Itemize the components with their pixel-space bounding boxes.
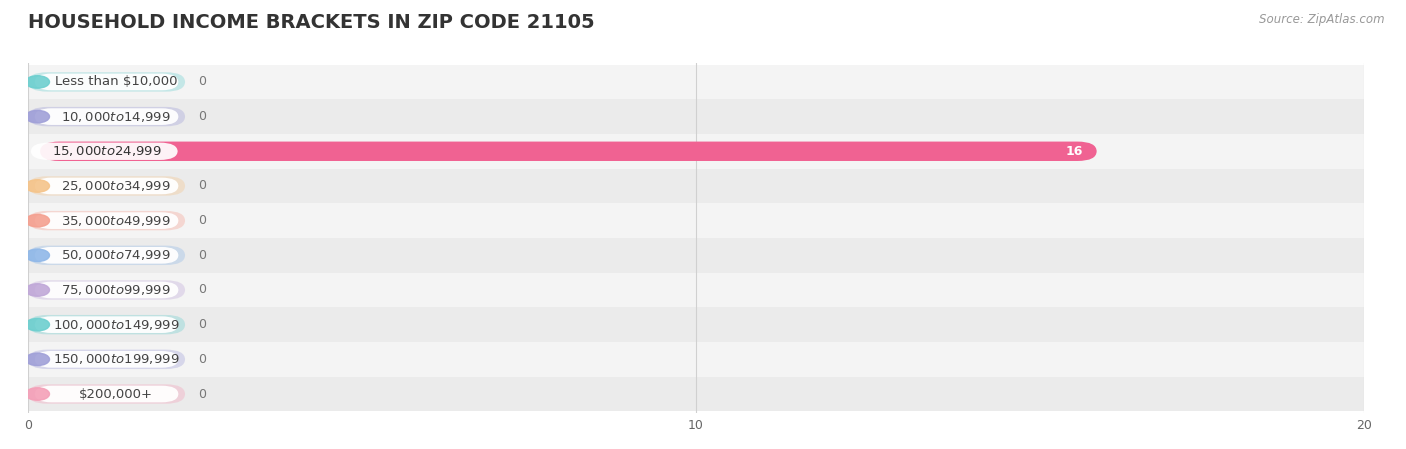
FancyBboxPatch shape (41, 141, 1097, 161)
Bar (28, 134, 1364, 169)
Text: 0: 0 (198, 387, 207, 401)
Circle shape (25, 214, 49, 227)
FancyBboxPatch shape (28, 72, 186, 92)
Text: Source: ZipAtlas.com: Source: ZipAtlas.com (1260, 13, 1385, 26)
FancyBboxPatch shape (28, 350, 186, 369)
FancyBboxPatch shape (31, 143, 177, 160)
FancyBboxPatch shape (28, 246, 186, 265)
FancyBboxPatch shape (35, 247, 179, 264)
FancyBboxPatch shape (35, 282, 179, 298)
Text: 0: 0 (198, 75, 207, 88)
Bar (28, 99, 1364, 134)
Bar (28, 273, 1364, 307)
Circle shape (25, 388, 49, 400)
Text: $25,000 to $34,999: $25,000 to $34,999 (62, 179, 172, 193)
FancyBboxPatch shape (35, 386, 179, 402)
Text: 0: 0 (198, 353, 207, 366)
Text: $100,000 to $149,999: $100,000 to $149,999 (53, 317, 180, 332)
Bar (28, 342, 1364, 377)
FancyBboxPatch shape (35, 74, 179, 90)
Bar (28, 65, 1364, 99)
FancyBboxPatch shape (28, 211, 186, 230)
Circle shape (25, 284, 49, 296)
Circle shape (25, 249, 49, 262)
FancyBboxPatch shape (28, 176, 186, 196)
Circle shape (25, 76, 49, 88)
Text: 0: 0 (198, 180, 207, 193)
Bar (28, 169, 1364, 203)
FancyBboxPatch shape (35, 317, 179, 333)
Text: $200,000+: $200,000+ (79, 387, 153, 401)
Bar (28, 238, 1364, 273)
Text: $50,000 to $74,999: $50,000 to $74,999 (62, 248, 172, 262)
FancyBboxPatch shape (28, 280, 186, 299)
Bar (28, 377, 1364, 411)
FancyBboxPatch shape (28, 315, 186, 335)
Circle shape (25, 318, 49, 331)
Text: 16: 16 (1066, 145, 1084, 158)
Text: 0: 0 (198, 249, 207, 262)
FancyBboxPatch shape (28, 384, 186, 404)
Text: $10,000 to $14,999: $10,000 to $14,999 (62, 110, 172, 123)
Text: 0: 0 (198, 214, 207, 227)
Circle shape (25, 353, 49, 365)
Text: Less than $10,000: Less than $10,000 (55, 75, 177, 88)
FancyBboxPatch shape (28, 107, 186, 126)
Bar (28, 307, 1364, 342)
FancyBboxPatch shape (35, 212, 179, 229)
Text: 0: 0 (198, 283, 207, 296)
Text: 0: 0 (198, 318, 207, 331)
Text: $35,000 to $49,999: $35,000 to $49,999 (62, 214, 172, 228)
FancyBboxPatch shape (35, 351, 179, 368)
Text: $150,000 to $199,999: $150,000 to $199,999 (53, 352, 180, 366)
FancyBboxPatch shape (35, 178, 179, 194)
Text: HOUSEHOLD INCOME BRACKETS IN ZIP CODE 21105: HOUSEHOLD INCOME BRACKETS IN ZIP CODE 21… (28, 13, 595, 32)
Text: $15,000 to $24,999: $15,000 to $24,999 (52, 144, 162, 158)
Bar (28, 203, 1364, 238)
Text: $75,000 to $99,999: $75,000 to $99,999 (62, 283, 172, 297)
Text: 0: 0 (198, 110, 207, 123)
FancyBboxPatch shape (35, 108, 179, 125)
Circle shape (25, 110, 49, 123)
Circle shape (25, 180, 49, 192)
